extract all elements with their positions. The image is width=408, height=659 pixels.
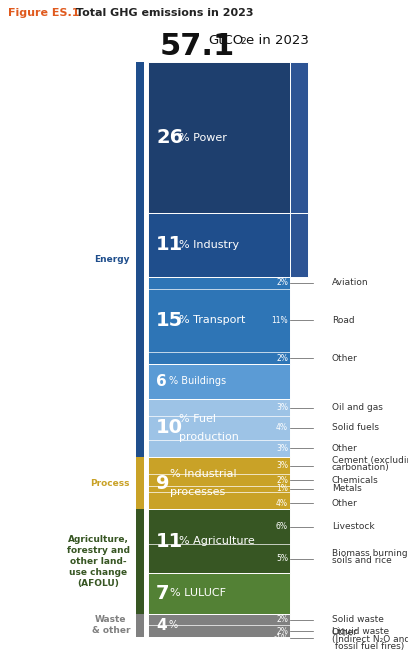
Text: Total GHG emissions in 2023: Total GHG emissions in 2023 <box>72 8 253 18</box>
Text: % Transport: % Transport <box>179 316 245 326</box>
Bar <box>148 509 290 573</box>
Text: Other: Other <box>332 354 358 362</box>
Text: % Power: % Power <box>179 132 227 142</box>
Text: 7: 7 <box>156 584 169 603</box>
Text: 57.1: 57.1 <box>160 32 235 61</box>
Text: 4%: 4% <box>276 499 288 508</box>
Text: Solid waste: Solid waste <box>332 615 384 624</box>
Text: processes: processes <box>171 488 226 498</box>
Text: % Buildings: % Buildings <box>169 376 226 386</box>
Text: % Fuel: % Fuel <box>179 413 216 424</box>
Text: 2%: 2% <box>276 615 288 624</box>
Text: Energy: Energy <box>95 255 130 264</box>
Text: Process: Process <box>91 478 130 488</box>
Text: Other: Other <box>332 499 358 508</box>
Text: carbonation): carbonation) <box>332 463 390 472</box>
Text: 2%: 2% <box>276 476 288 484</box>
Text: 2%: 2% <box>276 278 288 287</box>
Text: 3%: 3% <box>276 403 288 412</box>
Text: % Industrial: % Industrial <box>171 469 237 478</box>
Bar <box>136 614 144 637</box>
Text: soils and rice: soils and rice <box>332 556 392 565</box>
Text: Chemicals: Chemicals <box>332 476 379 484</box>
Text: Waste
& other: Waste & other <box>91 616 130 635</box>
Text: e in 2023: e in 2023 <box>246 34 309 47</box>
Bar <box>148 62 290 213</box>
Bar <box>148 213 290 277</box>
Text: 9: 9 <box>156 474 169 492</box>
Text: Agriculture,
forestry and
other land-
use change
(AFOLU): Agriculture, forestry and other land- us… <box>67 535 130 588</box>
Bar <box>148 364 290 399</box>
Text: Metals: Metals <box>332 484 362 494</box>
Bar <box>148 399 290 457</box>
Bar <box>136 509 144 614</box>
Text: 2%: 2% <box>276 354 288 362</box>
Text: 11: 11 <box>156 235 183 254</box>
Text: Aviation: Aviation <box>332 278 368 287</box>
Text: 3%: 3% <box>276 461 288 470</box>
Text: Solid fuels: Solid fuels <box>332 424 379 432</box>
Bar <box>290 62 308 213</box>
Text: Cement (excluding: Cement (excluding <box>332 455 408 465</box>
Text: Other: Other <box>332 629 358 637</box>
Text: Road: Road <box>332 316 355 325</box>
Text: 4%: 4% <box>276 424 288 432</box>
Text: %: % <box>169 620 178 631</box>
Bar <box>148 614 290 637</box>
Text: 26: 26 <box>156 128 183 147</box>
Text: 11: 11 <box>156 532 183 551</box>
Text: % LULUCF: % LULUCF <box>171 588 226 598</box>
Text: (Indirect N₂O and: (Indirect N₂O and <box>332 635 408 645</box>
Text: Figure ES.1: Figure ES.1 <box>8 8 80 18</box>
Text: 6: 6 <box>156 374 167 389</box>
Bar <box>148 457 290 509</box>
Text: fossil fuel fires): fossil fuel fires) <box>332 643 404 652</box>
Text: Biomass burning,: Biomass burning, <box>332 548 408 558</box>
Bar <box>148 277 290 364</box>
Text: 1%: 1% <box>276 484 288 494</box>
Bar <box>148 573 290 614</box>
Text: production: production <box>179 432 239 442</box>
Bar <box>290 213 308 277</box>
Text: 5%: 5% <box>276 554 288 563</box>
Text: 10: 10 <box>156 418 183 438</box>
Text: GtCO: GtCO <box>208 34 243 47</box>
Text: % Agriculture: % Agriculture <box>179 536 255 546</box>
Text: % Industry: % Industry <box>179 240 239 250</box>
Text: <1%: <1% <box>270 634 288 643</box>
Text: 15: 15 <box>156 311 183 330</box>
Text: 11%: 11% <box>271 316 288 325</box>
Text: Oil and gas: Oil and gas <box>332 403 383 412</box>
Bar <box>136 62 144 457</box>
Text: 2: 2 <box>240 37 246 46</box>
Text: 2%: 2% <box>276 627 288 636</box>
Text: 6%: 6% <box>276 522 288 531</box>
Text: Other: Other <box>332 444 358 453</box>
Text: Livestock: Livestock <box>332 522 375 531</box>
Text: 3%: 3% <box>276 444 288 453</box>
Text: 4: 4 <box>156 618 166 633</box>
Text: Liquid waste: Liquid waste <box>332 627 389 636</box>
Bar <box>136 457 144 509</box>
